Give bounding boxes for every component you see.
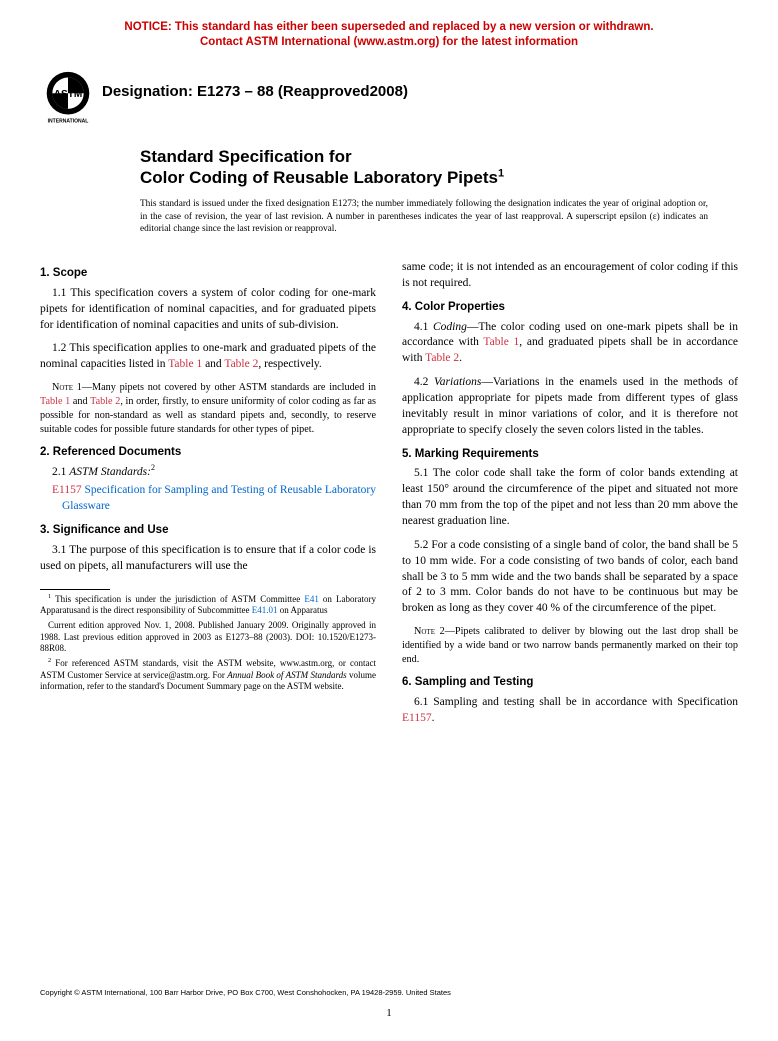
p21sup: 2	[151, 464, 155, 473]
designation: Designation: E1273 – 88 (Reapproved2008)	[102, 83, 408, 100]
fn2ital: Annual Book of ASTM Standards	[227, 670, 346, 680]
p61a: 6.1 Sampling and testing shall be in acc…	[414, 696, 738, 708]
footnote-1: 1 This specification is under the jurisd…	[40, 594, 376, 617]
fn1c: on Apparatus	[277, 605, 327, 615]
heading-significance: 3. Significance and Use	[40, 523, 376, 539]
heading-marking: 5. Marking Requirements	[402, 447, 738, 463]
para-4-1: 4.1 Coding—The color coding used on one-…	[402, 320, 738, 368]
p41ital: Coding	[433, 321, 467, 333]
para-6-1: 6.1 Sampling and testing shall be in acc…	[402, 695, 738, 727]
p21a: 2.1	[52, 466, 69, 478]
notice-line2: Contact ASTM International (www.astm.org…	[200, 36, 578, 48]
link-table2[interactable]: Table 2	[224, 358, 258, 370]
title-block: Standard Specification for Color Coding …	[140, 146, 708, 189]
note-2: Note 2—Pipets calibrated to deliver by b…	[402, 625, 738, 667]
para-5-2: 5.2 For a code consisting of a single ba…	[402, 538, 738, 617]
n1a: Many pipets not covered by other ASTM st…	[92, 382, 376, 393]
title-sup: 1	[498, 167, 504, 179]
fn1-e41[interactable]: E41	[304, 594, 319, 604]
title-line1: Standard Specification for	[140, 146, 708, 167]
note1-t2[interactable]: Table 2	[90, 396, 120, 407]
p41a: 4.1	[414, 321, 433, 333]
p42ital: Variations	[434, 376, 481, 388]
p61b: .	[432, 712, 435, 724]
p12c: , respectively.	[258, 358, 321, 370]
para-2-1: 2.1 ASTM Standards:2	[40, 465, 376, 481]
left-column: 1. Scope 1.1 This specification covers a…	[40, 260, 376, 735]
fn1a: This specification is under the jurisdic…	[51, 594, 304, 604]
p41-t1[interactable]: Table 1	[483, 336, 519, 348]
heading-sampling: 6. Sampling and Testing	[402, 675, 738, 691]
astm-logo: ASTM INTERNATIONAL	[40, 68, 96, 124]
svg-text:INTERNATIONAL: INTERNATIONAL	[48, 118, 89, 124]
notice-line1: NOTICE: This standard has either been su…	[124, 21, 653, 33]
page-number: 1	[0, 1007, 778, 1019]
footnote-1-p2: Current edition approved Nov. 1, 2008. P…	[40, 620, 376, 655]
notice-banner: NOTICE: This standard has either been su…	[40, 20, 738, 50]
footnote-2: 2 For referenced ASTM standards, visit t…	[40, 658, 376, 693]
fn1-e4101[interactable]: E41.01	[252, 605, 278, 615]
note-1: Note 1—Many pipets not covered by other …	[40, 381, 376, 437]
p21ital: ASTM Standards:	[69, 466, 151, 478]
heading-color-props: 4. Color Properties	[402, 300, 738, 316]
svg-text:ASTM: ASTM	[54, 89, 83, 100]
ref-e1157: E1157 Specification for Sampling and Tes…	[62, 483, 376, 515]
ref-e1157-num[interactable]: E1157	[52, 484, 82, 496]
note2-label: Note 2—	[414, 626, 455, 637]
para-3-1-cont: same code; it is not intended as an enco…	[402, 260, 738, 292]
copyright: Copyright © ASTM International, 100 Barr…	[40, 988, 451, 997]
para-4-2: 4.2 Variations—Variations in the enamels…	[402, 375, 738, 438]
body-columns: 1. Scope 1.1 This specification covers a…	[40, 260, 738, 735]
para-1-2: 1.2 This specification applies to one-ma…	[40, 341, 376, 373]
para-1-1: 1.1 This specification covers a system o…	[40, 286, 376, 334]
p41d: .	[459, 352, 462, 364]
issuance-note: This standard is issued under the fixed …	[140, 198, 708, 236]
p41-t2[interactable]: Table 2	[425, 352, 459, 364]
note1-t1[interactable]: Table 1	[40, 396, 70, 407]
footnote-rule	[40, 589, 110, 590]
link-table1[interactable]: Table 1	[168, 358, 202, 370]
header-row: ASTM INTERNATIONAL Designation: E1273 – …	[40, 68, 738, 124]
right-column: same code; it is not intended as an enco…	[402, 260, 738, 735]
heading-scope: 1. Scope	[40, 266, 376, 282]
p42a: 4.2	[414, 376, 434, 388]
heading-refdocs: 2. Referenced Documents	[40, 445, 376, 461]
n1b: and	[70, 396, 90, 407]
title-line2: Color Coding of Reusable Laboratory Pipe…	[140, 167, 708, 188]
note1-label: Note 1—	[52, 382, 92, 393]
ref-e1157-title[interactable]: Specification for Sampling and Testing o…	[62, 484, 376, 512]
title-line2-text: Color Coding of Reusable Laboratory Pipe…	[140, 168, 498, 187]
para-5-1: 5.1 The color code shall take the form o…	[402, 466, 738, 529]
para-3-1: 3.1 The purpose of this specification is…	[40, 543, 376, 575]
footnotes: 1 This specification is under the jurisd…	[40, 594, 376, 694]
p61-ref[interactable]: E1157	[402, 712, 432, 724]
p12b: and	[202, 358, 224, 370]
